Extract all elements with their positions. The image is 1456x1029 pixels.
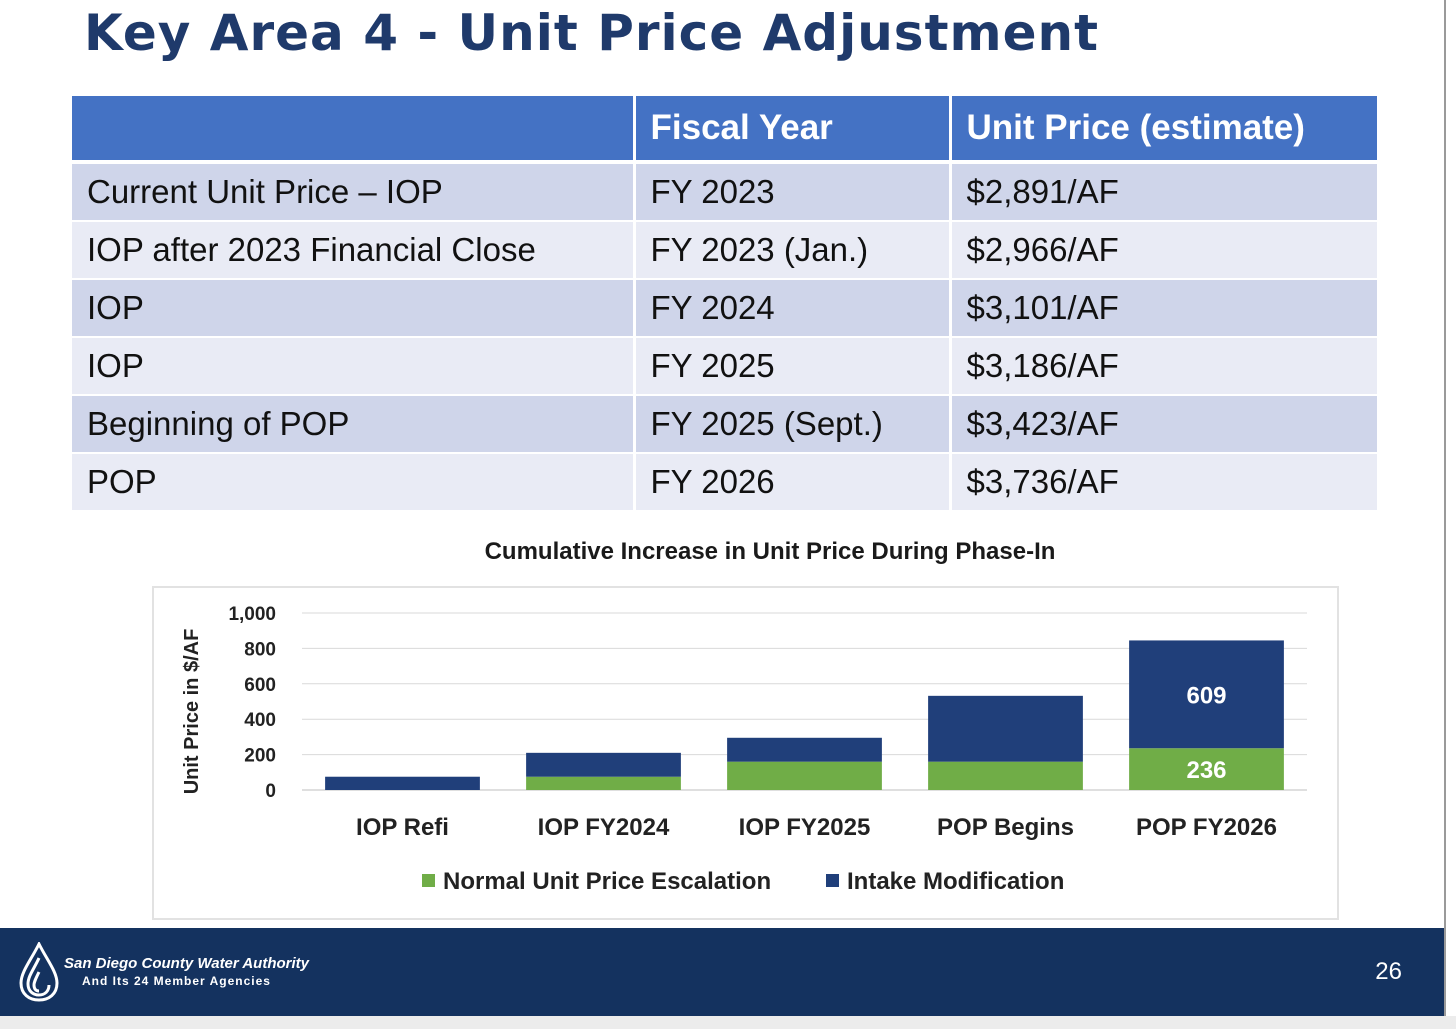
table-cell: FY 2023 (Jan.) [632, 220, 950, 279]
table-row: Beginning of POP FY 2025 (Sept.) $3,423/… [72, 394, 1377, 453]
table-header-cell [72, 96, 634, 164]
x-category-label: IOP FY2024 [538, 814, 670, 841]
y-tick-label: 1,000 [228, 604, 276, 625]
bar-segment [325, 776, 480, 790]
y-axis-title: Unit Price in $/AF [181, 629, 203, 795]
table-cell: IOP [72, 336, 634, 395]
table-cell: FY 2023 [632, 161, 950, 221]
bar-segment [727, 737, 882, 762]
x-category-label: POP FY2026 [1136, 814, 1277, 841]
water-drop-logo-icon [19, 942, 59, 1002]
org-name: San Diego County Water Authority [64, 955, 310, 972]
table-row: IOP FY 2025 $3,186/AF [72, 336, 1377, 395]
table-cell: IOP [72, 278, 634, 337]
unit-price-table: Fiscal Year Unit Price (estimate) Curren… [72, 96, 1377, 510]
chart-title: Cumulative Increase in Unit Price During… [484, 538, 1056, 565]
bottom-strip [0, 1016, 1456, 1029]
legend-swatch [422, 874, 435, 887]
y-tick-label: 600 [244, 675, 276, 696]
page-number: 26 [1375, 958, 1402, 985]
bar-segment [526, 776, 681, 790]
org-subtitle: And Its 24 Member Agencies [82, 974, 271, 988]
legend-swatch [826, 874, 839, 887]
table-header-cell: Unit Price (estimate) [948, 96, 1377, 164]
bar-segment [1129, 640, 1284, 749]
data-label: 236 [1186, 757, 1226, 784]
x-category-label: IOP FY2025 [739, 814, 871, 841]
table-cell: $3,101/AF [948, 278, 1377, 337]
table-cell: Beginning of POP [72, 394, 634, 453]
data-label: 609 [1186, 682, 1226, 709]
slide-edge-rule [1444, 0, 1446, 1029]
legend-label: Normal Unit Price Escalation [443, 868, 771, 895]
table-cell: $2,891/AF [948, 161, 1377, 221]
table-cell: $3,186/AF [948, 336, 1377, 395]
bar-segment [727, 761, 882, 790]
table-header-cell: Fiscal Year [632, 96, 950, 164]
table-cell: FY 2025 [632, 336, 950, 395]
table-row: POP FY 2026 $3,736/AF [72, 452, 1377, 510]
y-tick-label: 800 [244, 639, 276, 660]
bar-segment [526, 752, 681, 777]
y-tick-label: 400 [244, 710, 276, 731]
y-tick-label: 200 [244, 746, 276, 767]
x-category-label: IOP Refi [356, 814, 449, 841]
table-cell: IOP after 2023 Financial Close [72, 220, 634, 279]
slide-title: Key Area 4 - Unit Price Adjustment [84, 4, 1099, 62]
table-row: IOP FY 2024 $3,101/AF [72, 278, 1377, 337]
table-row: IOP after 2023 Financial Close FY 2023 (… [72, 220, 1377, 279]
table-cell: $3,736/AF [948, 452, 1377, 510]
table-cell: $2,966/AF [948, 220, 1377, 279]
x-category-label: POP Begins [937, 814, 1074, 841]
bar-segment [1129, 748, 1284, 790]
table-cell: Current Unit Price – IOP [72, 161, 634, 221]
table-cell: FY 2024 [632, 278, 950, 337]
table-header-row: Fiscal Year Unit Price (estimate) [72, 96, 1377, 164]
chart-area: 0 200 400 600 800 1,000 Unit Price in $/AF IOP … [152, 586, 1339, 920]
footer-bar: San Diego County Water Authority And Its… [0, 928, 1444, 1016]
table-cell: FY 2026 [632, 452, 950, 510]
table-cell: FY 2025 (Sept.) [632, 394, 950, 453]
bar-segment [928, 761, 1083, 790]
table-cell: $3,423/AF [948, 394, 1377, 453]
bar-segment [928, 695, 1083, 762]
stacked-bar-chart: 0 200 400 600 800 1,000 Unit Price in $/AF IOP … [181, 604, 1307, 895]
table-cell: POP [72, 452, 634, 510]
y-tick-label: 0 [265, 781, 276, 802]
legend-label: Intake Modification [847, 868, 1064, 895]
table-row: Current Unit Price – IOP FY 2023 $2,891/… [72, 161, 1377, 221]
